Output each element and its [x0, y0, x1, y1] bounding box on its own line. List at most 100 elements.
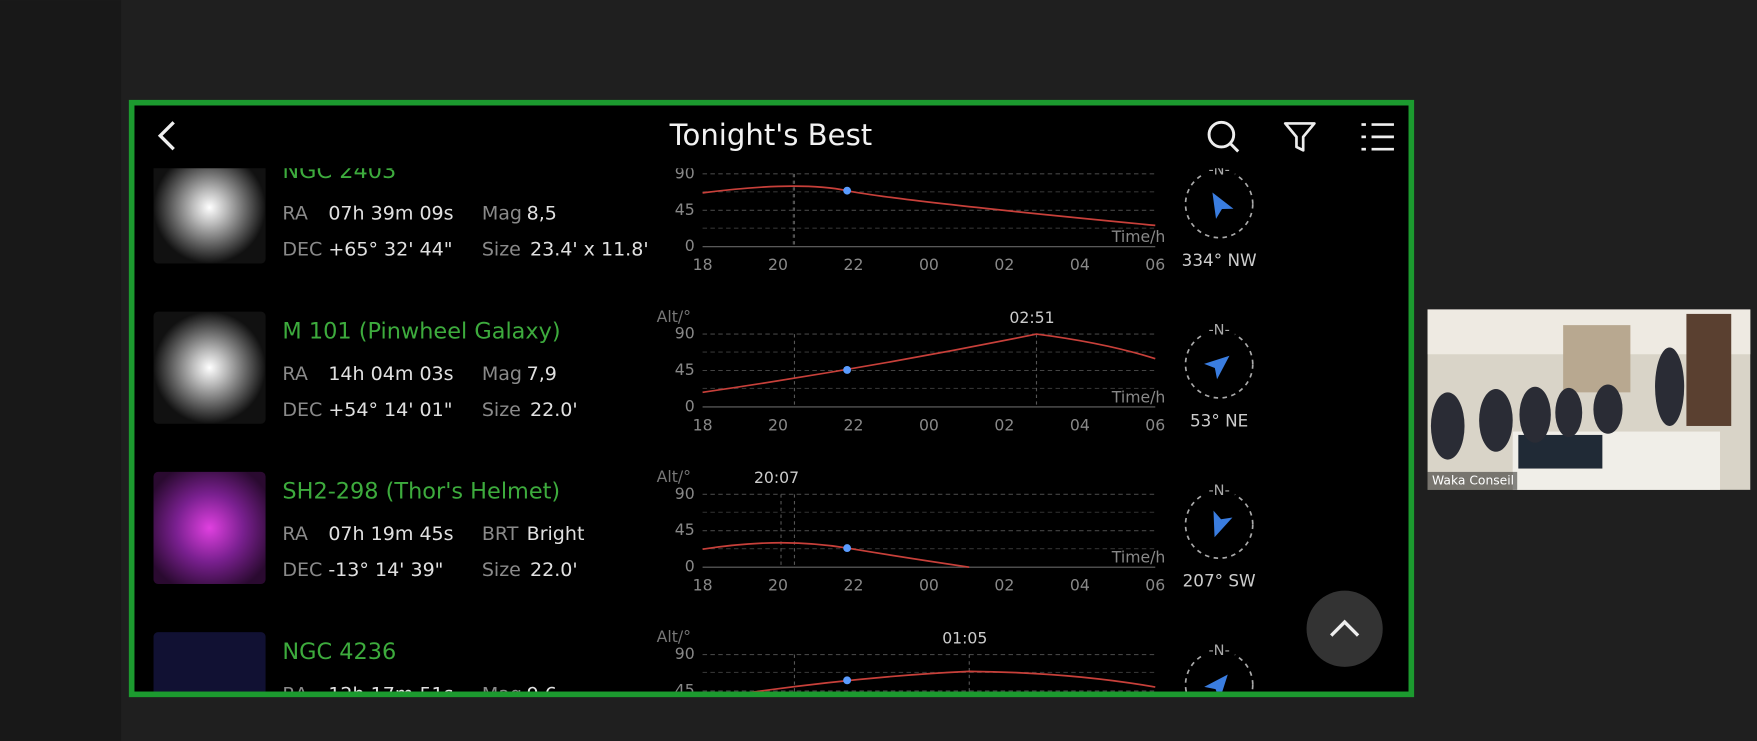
alt-axis-label: Alt/°: [657, 627, 691, 646]
compass-north: -N-: [1208, 642, 1229, 659]
search-button[interactable]: [1207, 120, 1240, 153]
alt-axis-label: Alt/°: [657, 307, 691, 326]
alt-axis-label: Alt/°: [657, 467, 691, 486]
now-marker: [843, 544, 852, 553]
field-value: 23.4' x 11.8': [530, 239, 649, 261]
altitude-curve: [702, 333, 1156, 394]
list-item[interactable]: SH2-298 (Thor's Helmet) RA 07h 19m 45s BRT B…: [153, 467, 1257, 595]
scroll-top-button[interactable]: [1306, 590, 1383, 667]
thumbnail: [153, 168, 266, 264]
time-tick: 20: [768, 576, 788, 595]
alt-tick: 45: [675, 680, 695, 699]
field-label: RA: [282, 523, 307, 545]
field-label: Mag: [482, 203, 522, 225]
alt-tick: 90: [675, 484, 695, 503]
back-button[interactable]: [157, 121, 175, 151]
compass: [1184, 650, 1254, 692]
field-label: DEC: [282, 399, 322, 421]
compass-north: -N-: [1208, 482, 1229, 499]
field-value: 8,5: [527, 203, 557, 225]
alt-tick: 0: [685, 557, 695, 576]
field-label: Mag: [482, 363, 522, 385]
alt-tick: 90: [675, 163, 695, 182]
field-label: DEC: [282, 239, 322, 261]
field-value: 9,6: [527, 683, 557, 705]
filter-button[interactable]: [1283, 122, 1316, 152]
peak-time: 02:51: [1009, 308, 1054, 327]
video-tile: Waka Conseil: [1427, 309, 1751, 490]
menu-button[interactable]: [1361, 123, 1394, 151]
alt-tick: 45: [675, 520, 695, 539]
alt-tick: 0: [685, 396, 695, 415]
time-tick: 02: [994, 255, 1014, 274]
direction: 207° SW: [1183, 571, 1256, 591]
time-tick: 02: [994, 576, 1014, 595]
time-axis-label: Time/h: [1111, 387, 1166, 406]
compass-arrow: [1213, 510, 1233, 538]
field-label: DEC: [282, 559, 322, 581]
time-tick: 22: [843, 255, 863, 274]
field-value: 14h 04m 03s: [328, 363, 453, 385]
field-label: Size: [482, 239, 521, 261]
time-tick: 00: [919, 255, 939, 274]
time-tick: 18: [693, 255, 713, 274]
time-tick: 18: [693, 576, 713, 595]
compass-gap: [1203, 323, 1235, 338]
object-name: M 101 (Pinwheel Galaxy): [282, 318, 560, 344]
peak-time: 01:05: [942, 628, 987, 647]
field-value: 22.0': [530, 559, 578, 581]
compass: [1184, 329, 1254, 399]
field-label: Size: [482, 399, 521, 421]
field-label: RA: [282, 683, 307, 705]
time-tick: 06: [1145, 576, 1165, 595]
compass-north: -N-: [1208, 322, 1229, 339]
field-value: 12h 17m 51s: [328, 683, 453, 705]
list-item[interactable]: NGC 2403 RA 07h 39m 09s Mag 8,5 DEC +65° 32' 4…: [153, 151, 1257, 274]
time-tick: 18: [693, 415, 713, 434]
altitude-curve: [702, 185, 1156, 227]
time-tick: 22: [843, 415, 863, 434]
peak-time: 20:07: [754, 468, 799, 487]
time-axis-label: Time/h: [1111, 227, 1166, 246]
time-tick: 20: [768, 415, 788, 434]
alt-tick: 45: [675, 360, 695, 379]
alt-tick: 0: [685, 236, 695, 255]
list-item[interactable]: NGC 4236RA12h 17m 51sMag9,6Alt/°90450182…: [153, 627, 1254, 741]
alt-tick: 90: [675, 324, 695, 343]
field-value: +54° 14' 01": [328, 399, 452, 421]
time-tick: 02: [994, 415, 1014, 434]
field-label: BRT: [482, 523, 519, 545]
title: Tonight's Best: [669, 118, 873, 152]
object-name: NGC 2403: [282, 158, 396, 184]
thumbnail: [153, 311, 266, 424]
participant-name: Waka Conseil: [1432, 473, 1514, 487]
direction: 53° NE: [1190, 410, 1248, 430]
time-tick: 04: [1070, 576, 1090, 595]
time-axis-label: Time/h: [1111, 548, 1166, 567]
time-tick: 04: [1070, 255, 1090, 274]
thumbnail: [153, 632, 266, 692]
field-label: RA: [282, 363, 307, 385]
time-tick: 00: [919, 415, 939, 434]
direction: 334° NW: [1182, 250, 1257, 270]
list-item[interactable]: M 101 (Pinwheel Galaxy) RA 14h 04m 03s Mag 7…: [153, 307, 1254, 435]
compass-gap: [1203, 484, 1235, 498]
app-frame: [128, 99, 1415, 698]
compass: [1184, 169, 1254, 239]
now-marker: [843, 366, 852, 374]
time-tick: 20: [768, 255, 788, 274]
time-tick: 00: [919, 576, 939, 595]
now-marker: [843, 676, 852, 685]
field-value: 07h 39m 09s: [328, 203, 453, 225]
field-value: +65° 32' 44": [328, 239, 452, 261]
now-marker: [843, 186, 852, 195]
field-label: RA: [282, 203, 307, 225]
compass-arrow: [1204, 674, 1228, 692]
field-value: 07h 19m 45s: [328, 523, 453, 545]
field-value: 22.0': [530, 399, 578, 421]
compass-gap: [1203, 644, 1235, 658]
field-label: Size: [482, 559, 521, 581]
